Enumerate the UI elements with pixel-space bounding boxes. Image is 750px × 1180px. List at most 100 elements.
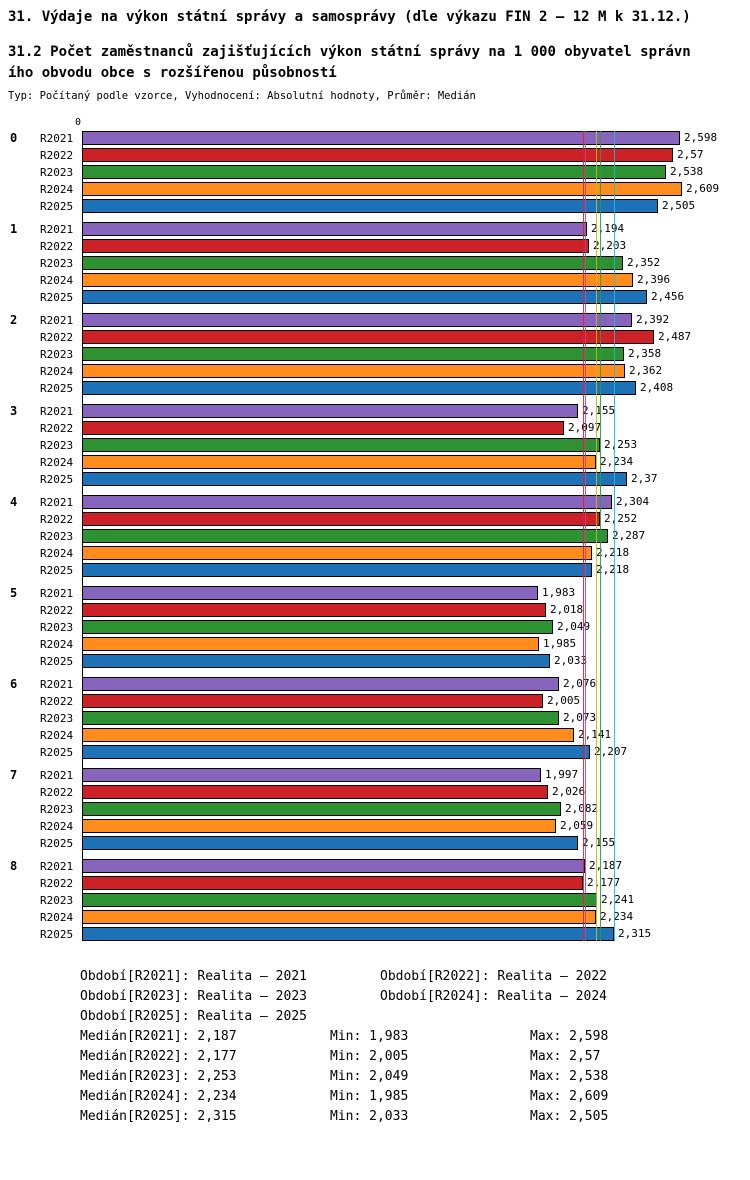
median-line-R2023 bbox=[600, 131, 601, 941]
bar-area: 2,358 bbox=[82, 347, 750, 361]
series-label: R2022 bbox=[40, 694, 74, 708]
bar-row-1-R2025: R2025 2,456 bbox=[8, 290, 750, 304]
bar bbox=[82, 290, 647, 304]
bar-row-8-R2021: 8 R2021 2,187 bbox=[8, 859, 750, 873]
group-label: 5 bbox=[10, 586, 18, 600]
bar-row-5-R2024: R2024 1,985 bbox=[8, 637, 750, 651]
bar bbox=[82, 819, 556, 833]
bar-row-4-R2025: R2025 2,218 bbox=[8, 563, 750, 577]
bar-value-label: 2,304 bbox=[616, 495, 650, 508]
bar-area: 2,073 bbox=[82, 711, 750, 725]
bar-value-label: 1,997 bbox=[545, 768, 579, 781]
group-label: 7 bbox=[10, 768, 18, 782]
bar bbox=[82, 381, 636, 395]
bar bbox=[82, 802, 561, 816]
bar-row-4-R2023: R2023 2,287 bbox=[8, 529, 750, 543]
legend-median-row: Medián[R2023]: 2,253 Min: 2,049 Max: 2,538 bbox=[80, 1067, 750, 1087]
bar-area: 1,997 bbox=[82, 768, 750, 782]
bar-area: 2,005 bbox=[82, 694, 750, 708]
series-label: R2021 bbox=[40, 222, 74, 236]
series-label: R2025 bbox=[40, 563, 74, 577]
bar-value-label: 2,358 bbox=[628, 347, 662, 360]
bar bbox=[82, 711, 559, 725]
bar-value-label: 2,076 bbox=[563, 677, 597, 690]
series-label: R2024 bbox=[40, 273, 74, 287]
bar-area: 2,207 bbox=[82, 745, 750, 759]
bar-value-label: 2,155 bbox=[582, 836, 616, 849]
bar-value-label: 2,194 bbox=[591, 222, 625, 235]
series-label: R2025 bbox=[40, 836, 74, 850]
bar-area: 2,234 bbox=[82, 455, 750, 469]
bar-row-1-R2022: R2022 2,203 bbox=[8, 239, 750, 253]
bar bbox=[82, 927, 614, 941]
bar-value-label: 2,57 bbox=[677, 148, 704, 161]
bar-area: 2,082 bbox=[82, 802, 750, 816]
bar-row-0-R2022: R2022 2,57 bbox=[8, 148, 750, 162]
legend-period-entry: Období[R2022]: Realita – 2022 bbox=[380, 969, 607, 984]
series-label: R2024 bbox=[40, 819, 74, 833]
median-line-R2024 bbox=[596, 131, 597, 941]
bar-area: 2,234 bbox=[82, 910, 750, 924]
bar-value-label: 2,026 bbox=[552, 785, 586, 798]
bar bbox=[82, 603, 546, 617]
bar-value-label: 2,456 bbox=[651, 290, 685, 303]
legend-min-entry: Min: 2,049 bbox=[330, 1069, 409, 1084]
bar-value-label: 2,241 bbox=[601, 893, 635, 906]
bar-area: 2,392 bbox=[82, 313, 750, 327]
series-label: R2024 bbox=[40, 910, 74, 924]
bar-area: 2,252 bbox=[82, 512, 750, 526]
median-line-R2021 bbox=[585, 131, 586, 941]
series-label: R2021 bbox=[40, 586, 74, 600]
bar-groups: 0 R2021 2,598 R2022 2,57 R2023 2,538 R2024 2,609… bbox=[8, 131, 750, 941]
bar-area: 2,487 bbox=[82, 330, 750, 344]
bar-value-label: 2,315 bbox=[618, 927, 652, 940]
bar-value-label: 2,187 bbox=[589, 859, 623, 872]
legend-period-entry: Období[R2025]: Realita – 2025 bbox=[80, 1009, 307, 1024]
series-label: R2024 bbox=[40, 728, 74, 742]
bar-group-6: 6 R2021 2,076 R2022 2,005 R2023 2,073 R2024 2,14… bbox=[8, 677, 750, 759]
bar-value-label: 2,218 bbox=[596, 563, 630, 576]
bar-value-label: 2,505 bbox=[662, 199, 696, 212]
series-label: R2023 bbox=[40, 802, 74, 816]
bar bbox=[82, 694, 543, 708]
series-label: R2024 bbox=[40, 637, 74, 651]
bar-group-2: 2 R2021 2,392 R2022 2,487 R2023 2,358 R2024 2,36… bbox=[8, 313, 750, 395]
bar bbox=[82, 131, 680, 145]
bar-area: 1,983 bbox=[82, 586, 750, 600]
series-label: R2025 bbox=[40, 381, 74, 395]
series-label: R2022 bbox=[40, 148, 74, 162]
chart-meta-line: Typ: Počítaný podle vzorce, Vyhodnocení:… bbox=[8, 90, 476, 102]
bar-value-label: 2,049 bbox=[557, 620, 591, 633]
bar-area: 2,218 bbox=[82, 546, 750, 560]
bar bbox=[82, 654, 550, 668]
bar-area: 2,059 bbox=[82, 819, 750, 833]
bar bbox=[82, 438, 600, 452]
median-line-R2025 bbox=[614, 131, 615, 941]
bar bbox=[82, 512, 600, 526]
bar-row-2-R2023: R2023 2,358 bbox=[8, 347, 750, 361]
series-label: R2025 bbox=[40, 472, 74, 486]
series-label: R2025 bbox=[40, 290, 74, 304]
bar-group-8: 8 R2021 2,187 R2022 2,177 R2023 2,241 R2024 2,23… bbox=[8, 859, 750, 941]
legend-max-entry: Max: 2,57 bbox=[530, 1049, 601, 1064]
page-title: 31. Výdaje na výkon státní správy a samo… bbox=[8, 9, 691, 25]
bar-area: 2,37 bbox=[82, 472, 750, 486]
bar bbox=[82, 745, 590, 759]
bar bbox=[82, 529, 608, 543]
series-label: R2021 bbox=[40, 768, 74, 782]
page-subtitle-line1: 31.2 Počet zaměstnanců zajišťujících výk… bbox=[8, 44, 691, 60]
group-label: 1 bbox=[10, 222, 18, 236]
bar-area: 2,505 bbox=[82, 199, 750, 213]
bar-area: 2,141 bbox=[82, 728, 750, 742]
bar-row-8-R2024: R2024 2,234 bbox=[8, 910, 750, 924]
bar-group-0: 0 R2021 2,598 R2022 2,57 R2023 2,538 R2024 2,609… bbox=[8, 131, 750, 213]
legend-median-row: Medián[R2021]: 2,187 Min: 1,983 Max: 2,598 bbox=[80, 1027, 750, 1047]
bar-area: 2,155 bbox=[82, 404, 750, 418]
legend-median-entry: Medián[R2021]: 2,187 bbox=[80, 1029, 237, 1044]
bar-area: 2,076 bbox=[82, 677, 750, 691]
bar-value-label: 2,487 bbox=[658, 330, 692, 343]
legend-median-entry: Medián[R2025]: 2,315 bbox=[80, 1109, 237, 1124]
bar-value-label: 2,141 bbox=[578, 728, 612, 741]
bar bbox=[82, 239, 589, 253]
bar-row-2-R2022: R2022 2,487 bbox=[8, 330, 750, 344]
